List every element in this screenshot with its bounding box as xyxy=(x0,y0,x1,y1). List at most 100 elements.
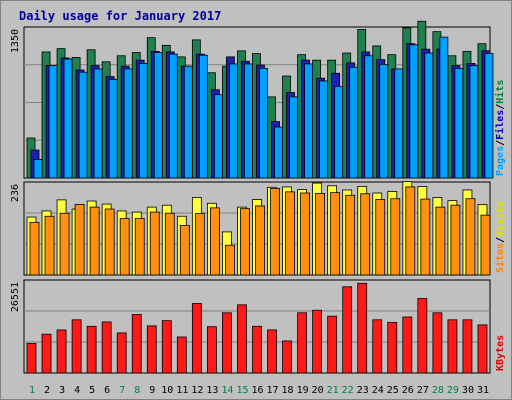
bar-sites-day-7 xyxy=(119,218,130,276)
y-legend-part: / xyxy=(495,237,506,243)
bar-kbytes-day-9 xyxy=(146,325,157,374)
bar-sites-day-24 xyxy=(375,199,386,276)
y-legend-part: Hits xyxy=(494,80,506,104)
bar-kbytes-day-20 xyxy=(312,309,323,374)
day-label-3: 3 xyxy=(59,385,65,396)
day-label-4: 4 xyxy=(74,385,80,396)
bar-sites-day-10 xyxy=(164,212,175,276)
y-legend-part: Sites xyxy=(494,243,506,273)
day-label-13: 13 xyxy=(206,385,218,396)
bar-pages-day-14 xyxy=(229,63,238,179)
bar-sites-day-11 xyxy=(179,225,190,276)
day-label-22: 22 xyxy=(342,385,354,396)
day-label-16: 16 xyxy=(251,385,263,396)
panel-middle: 236 Sites/Visits xyxy=(10,181,506,276)
y-legend: Pages/Files/Hits xyxy=(494,80,506,176)
y-legend: KBytes xyxy=(495,335,506,371)
day-label-8: 8 xyxy=(134,385,140,396)
bar-kbytes-day-31 xyxy=(477,324,488,374)
bar-sites-day-12 xyxy=(194,213,205,276)
bar-sites-day-13 xyxy=(209,207,220,276)
y-legend-part: Visits xyxy=(494,201,506,237)
bar-sites-day-28 xyxy=(435,206,446,276)
bar-pages-day-30 xyxy=(469,65,479,179)
day-label-7: 7 xyxy=(119,385,125,396)
bar-sites-day-16 xyxy=(255,205,265,276)
bar-kbytes-day-11 xyxy=(176,336,187,374)
bar-kbytes-day-10 xyxy=(161,320,172,374)
chart-panels: 1350Pages/Files/Hits236Sites/Visits26551… xyxy=(10,20,506,374)
day-label-31: 31 xyxy=(477,385,489,396)
day-label-12: 12 xyxy=(191,385,203,396)
bar-sites-day-1 xyxy=(29,221,40,276)
bar-pages-day-31 xyxy=(484,53,494,179)
bar-pages-day-10 xyxy=(168,53,178,179)
day-label-30: 30 xyxy=(462,385,474,396)
bar-pages-day-15 xyxy=(244,63,253,179)
bar-sites-day-21 xyxy=(330,192,341,276)
bar-kbytes-day-4 xyxy=(71,319,82,374)
bar-pages-day-1 xyxy=(33,158,43,179)
bar-sites-day-9 xyxy=(149,211,160,276)
bar-kbytes-day-2 xyxy=(41,333,52,374)
bar-pages-day-27 xyxy=(424,52,434,179)
day-label-29: 29 xyxy=(447,385,459,396)
day-label-11: 11 xyxy=(176,385,188,396)
bar-sites-day-17 xyxy=(270,188,280,276)
bar-pages-day-21 xyxy=(334,86,344,179)
bar-kbytes-day-16 xyxy=(252,325,262,374)
day-label-19: 19 xyxy=(297,385,309,396)
bar-kbytes-day-30 xyxy=(462,319,473,374)
bar-pages-day-2 xyxy=(48,65,58,179)
bar-kbytes-day-3 xyxy=(56,329,67,374)
bar-pages-day-17 xyxy=(274,126,283,179)
bar-sites-day-8 xyxy=(134,218,145,276)
day-label-28: 28 xyxy=(432,385,444,396)
bar-kbytes-day-21 xyxy=(327,315,338,374)
y-legend-part: / xyxy=(495,140,506,146)
bar-sites-day-31 xyxy=(480,214,491,276)
day-label-24: 24 xyxy=(372,385,384,396)
bar-pages-day-29 xyxy=(454,67,464,179)
bar-pages-day-7 xyxy=(123,68,133,179)
bar-kbytes-day-13 xyxy=(206,326,217,374)
bar-sites-day-27 xyxy=(420,198,431,276)
bar-pages-day-5 xyxy=(93,68,103,179)
bar-kbytes-day-15 xyxy=(237,304,247,374)
y-max-label: 236 xyxy=(10,184,21,202)
bar-kbytes-day-8 xyxy=(131,314,142,374)
bar-kbytes-day-18 xyxy=(282,340,292,374)
bar-pages-day-22 xyxy=(349,66,359,179)
bar-sites-day-2 xyxy=(44,215,55,276)
bar-pages-day-13 xyxy=(213,94,223,179)
bar-kbytes-day-29 xyxy=(447,319,458,374)
day-label-14: 14 xyxy=(221,385,233,396)
bar-kbytes-day-28 xyxy=(432,312,443,374)
y-legend-part: / xyxy=(495,104,506,110)
bar-kbytes-day-26 xyxy=(402,316,413,374)
bar-kbytes-day-1 xyxy=(26,343,37,374)
y-legend-part: Files xyxy=(494,110,506,140)
bar-pages-day-26 xyxy=(409,44,419,179)
bar-sites-day-14 xyxy=(225,244,235,276)
day-label-15: 15 xyxy=(236,385,248,396)
panel-bottom: 26551 KBytes xyxy=(10,279,506,374)
bar-sites-day-18 xyxy=(285,191,295,276)
bar-kbytes-day-24 xyxy=(372,319,383,374)
bar-sites-day-4 xyxy=(74,204,85,276)
bar-sites-day-23 xyxy=(360,193,371,276)
bar-pages-day-20 xyxy=(319,80,329,179)
bar-pages-day-25 xyxy=(394,68,404,179)
bar-pages-day-6 xyxy=(108,78,118,179)
bar-kbytes-day-5 xyxy=(86,325,97,374)
bar-kbytes-day-22 xyxy=(342,286,353,374)
bar-sites-day-20 xyxy=(315,192,326,276)
bar-sites-day-29 xyxy=(450,204,461,276)
bar-sites-day-15 xyxy=(240,208,250,276)
day-label-20: 20 xyxy=(312,385,324,396)
bar-kbytes-day-19 xyxy=(297,312,307,374)
bar-pages-day-19 xyxy=(304,63,313,179)
bar-pages-day-9 xyxy=(153,52,163,179)
